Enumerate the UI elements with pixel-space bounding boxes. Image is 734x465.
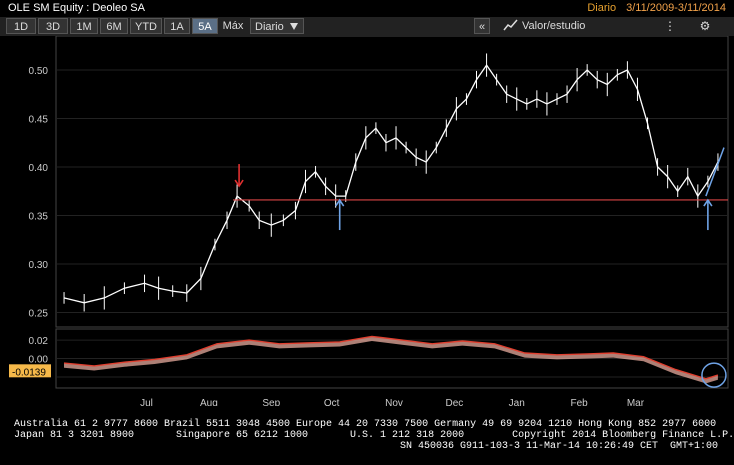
more-icon[interactable]: ⋮ [664, 19, 676, 33]
x-month-label: Oct [324, 398, 340, 406]
price-tick-label: 0.50 [29, 66, 49, 77]
study-value-button[interactable]: Valor/estudio [522, 20, 586, 32]
highlight-circle [701, 362, 727, 388]
footer-line-3: SN 450036 G911-103-3 11-Mar-14 10:26:49 … [400, 441, 719, 452]
range-3d-button[interactable]: 3D [38, 18, 68, 34]
gear-icon[interactable]: ⚙ [699, 19, 711, 33]
range-1m-button[interactable]: 1M [70, 18, 98, 34]
toolbar: 1D 3D 1M 6M YTD 1A 5A Máx Diario « Valor… [0, 17, 734, 36]
chart-area: 0.50 0.45 0.40 0.35 0.30 0.25 0.02 0.00 Jul Aug Se… [0, 35, 734, 421]
x-month-label: Dec [445, 398, 463, 406]
blue-arrow-head [335, 198, 345, 207]
last-value-label: -0.0139 [12, 367, 46, 378]
range-6m-button[interactable]: 6M [100, 18, 128, 34]
frequency-label: Diario [587, 2, 617, 14]
price-tick-label: 0.45 [29, 114, 49, 125]
footer: Australia 61 2 9777 8600 Brazil 5511 304… [0, 406, 734, 465]
security-title: OLE SM Equity : Deoleo SA [8, 2, 145, 14]
date-range: 3/11/2009-3/11/2014 [626, 2, 726, 14]
price-tick-label: 0.40 [29, 163, 49, 174]
osc-tick-label: 0.00 [29, 355, 49, 366]
collapse-button[interactable]: « [474, 18, 490, 34]
price-tick-label: 0.30 [29, 260, 49, 271]
blue-trend-line [705, 147, 725, 197]
price-tick-label: 0.25 [29, 308, 49, 319]
range-5a-button[interactable]: 5A [192, 18, 218, 34]
blue-arrow-head [703, 198, 713, 207]
dropdown-triangle-icon [290, 23, 298, 30]
line-chart-icon[interactable] [502, 18, 520, 34]
x-month-label: Sep [262, 398, 280, 406]
x-month-label: Jul [140, 398, 153, 406]
title-bar: OLE SM Equity : Deoleo SA Diario 3/11/200… [0, 0, 734, 17]
footer-line-1: Australia 61 2 9777 8600 Brazil 5511 304… [14, 419, 717, 430]
osc-tick-label: 0.02 [29, 336, 49, 347]
red-arrow-head [234, 179, 244, 188]
x-month-label: Aug [200, 398, 218, 406]
price-panel [55, 35, 729, 328]
price-chart: 0.50 0.45 0.40 0.35 0.30 0.25 0.02 0.00 Jul Aug Se… [9, 35, 729, 421]
oscillator-line [63, 335, 719, 380]
frequency-and-range: Diario 3/11/2009-3/11/2014 [587, 2, 726, 14]
x-month-label: Nov [385, 398, 403, 406]
price-tick-label: 0.35 [29, 211, 49, 222]
x-month-label: Jan [509, 398, 525, 406]
x-month-label: Feb [570, 398, 588, 406]
period-select-value: Diario [255, 21, 284, 33]
range-1d-button[interactable]: 1D [6, 18, 36, 34]
range-1a-button[interactable]: 1A [164, 18, 190, 34]
period-select[interactable]: Diario [250, 18, 304, 34]
range-ytd-button[interactable]: YTD [130, 18, 162, 34]
footer-line-2: Japan 81 3 3201 8900 Singapore 65 6212 1… [14, 430, 734, 441]
x-month-label: Mar [627, 398, 645, 406]
range-max-button[interactable]: Máx [222, 20, 244, 32]
last-value-badge [9, 364, 51, 378]
